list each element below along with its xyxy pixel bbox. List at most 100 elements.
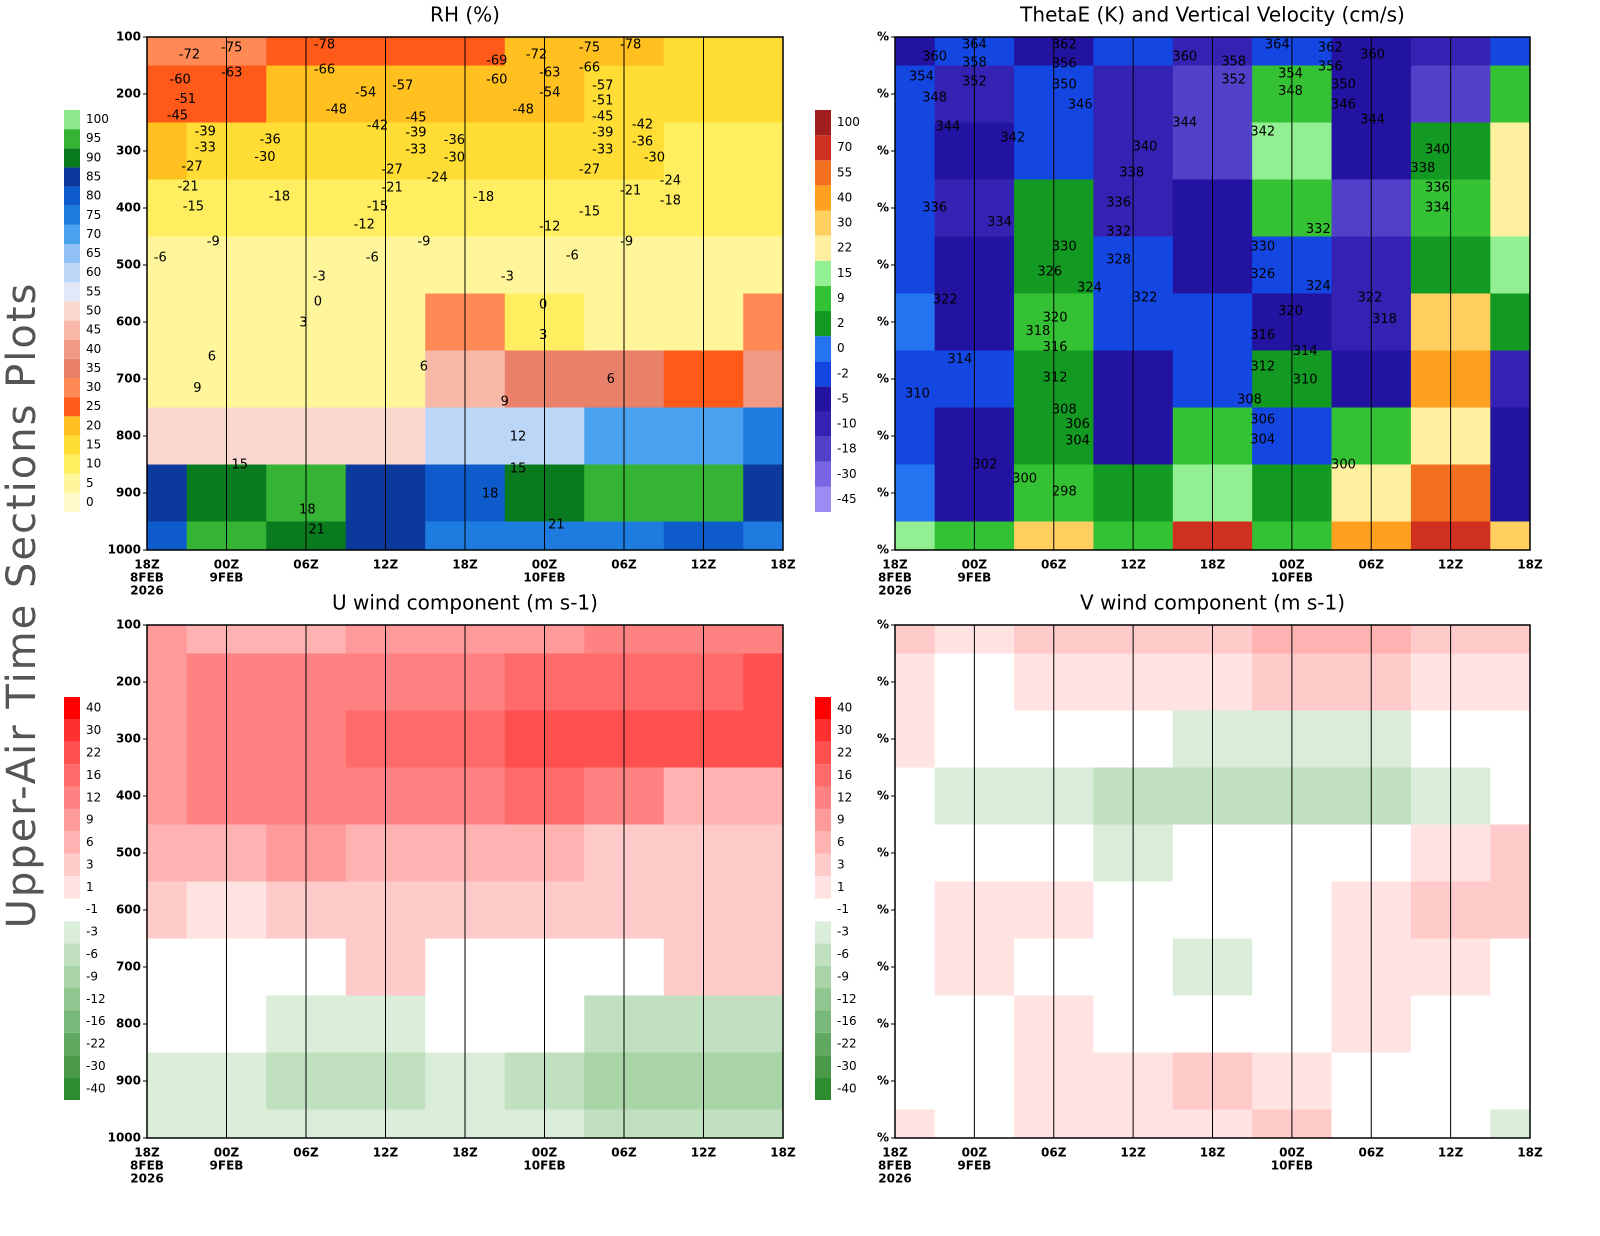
- y-tick-label: %: [877, 30, 889, 44]
- colorbar-label: 55: [86, 284, 101, 298]
- x-date-label: 10FEB: [523, 571, 565, 585]
- field-cell: [147, 350, 188, 408]
- y-tick-label: %: [877, 87, 889, 101]
- colorbar-label: 9: [837, 813, 845, 827]
- x-date-label: 2026: [130, 1172, 163, 1186]
- y-tick-label: %: [877, 144, 889, 158]
- field-cell: [895, 464, 936, 522]
- contour-label: 346: [1331, 97, 1356, 112]
- colorbar-label: 3: [837, 857, 845, 871]
- colorbar-box: [64, 205, 80, 225]
- contour-label: -12: [539, 219, 560, 234]
- y-tick-label: %: [877, 543, 889, 557]
- field-cell: [743, 1109, 784, 1139]
- contour-label: -3: [313, 269, 326, 284]
- colorbar-box: [815, 185, 831, 211]
- colorbar-box: [815, 853, 831, 877]
- y-tick-label: 800: [116, 1017, 141, 1031]
- colorbar-label: -6: [86, 947, 98, 961]
- x-date-label: 10FEB: [523, 1159, 565, 1173]
- x-tick-label: 06Z: [611, 558, 637, 572]
- contour-label: -9: [620, 235, 633, 250]
- y-tick-label: 700: [116, 372, 141, 386]
- field-cell: [743, 521, 784, 551]
- colorbar-label: -6: [837, 947, 849, 961]
- x-date-label: 2026: [878, 584, 911, 598]
- contour-label: 360: [1172, 49, 1197, 64]
- field-cell: [147, 179, 188, 237]
- field-cell: [147, 407, 188, 465]
- contour-label: -48: [326, 102, 347, 117]
- field-cell: [147, 37, 188, 66]
- field-cell: [147, 824, 188, 882]
- colorbar-label: 5: [86, 476, 94, 490]
- colorbar-box: [64, 435, 80, 455]
- contour-label: 342: [1000, 130, 1025, 145]
- contour-label: -33: [195, 141, 216, 156]
- x-tick-label: 06Z: [293, 1146, 319, 1160]
- chart-title: V wind component (m s-1): [1080, 591, 1345, 615]
- contour-label: 344: [1172, 116, 1197, 131]
- field-cell: [895, 881, 936, 939]
- contour-label: 344: [936, 120, 961, 135]
- contour-label: 330: [1250, 239, 1275, 254]
- contour-label: 310: [1293, 373, 1318, 388]
- colorbar-box: [815, 808, 831, 832]
- field-cell: [743, 625, 784, 654]
- contour-label: -63: [539, 65, 560, 80]
- contour-label: -39: [405, 125, 426, 140]
- contour-label: 6: [607, 372, 615, 387]
- y-tick-label: %: [877, 846, 889, 860]
- x-tick-label: 00Z: [214, 1146, 240, 1160]
- contour-label: 326: [1250, 267, 1275, 282]
- contour-label: -27: [382, 162, 403, 177]
- x-tick-label: 18Z: [452, 558, 478, 572]
- contour-label: -24: [427, 170, 448, 185]
- x-tick-label: 00Z: [962, 558, 988, 572]
- contour-label: -9: [207, 235, 220, 250]
- colorbar-box: [64, 129, 80, 149]
- field-cell: [743, 653, 784, 711]
- contour-label: -57: [392, 79, 413, 94]
- contour-label: -69: [486, 53, 507, 68]
- colorbar-box: [64, 339, 80, 359]
- contour-label: -66: [579, 60, 600, 75]
- contour-label: 322: [933, 292, 958, 307]
- colorbar-label: 70: [837, 140, 852, 154]
- x-tick-label: 06Z: [1359, 558, 1385, 572]
- field-cell: [1490, 179, 1531, 237]
- contour-label: 360: [922, 49, 947, 64]
- colorbar-box: [64, 378, 80, 398]
- colorbar-label: 50: [86, 304, 101, 318]
- colorbar-label: 0: [86, 495, 94, 509]
- colorbar-label: 60: [86, 265, 101, 279]
- colorbar-box: [815, 965, 831, 989]
- contour-label: 354: [909, 69, 934, 84]
- contour-label: 316: [1043, 340, 1068, 355]
- contour-label: 318: [1372, 312, 1397, 327]
- colorbar-label: 22: [837, 745, 852, 759]
- colorbar-label: 90: [86, 150, 101, 164]
- field-cell: [1490, 65, 1531, 123]
- colorbar-box: [815, 719, 831, 742]
- x-date-label: 8FEB: [878, 1159, 912, 1173]
- contour-label: -48: [513, 102, 534, 117]
- field-cell: [1490, 938, 1531, 996]
- field-cell: [1490, 995, 1531, 1053]
- colorbar-box: [64, 988, 80, 1011]
- contour-label: -60: [170, 72, 191, 87]
- contour-label: 0: [539, 297, 547, 312]
- colorbar-box: [815, 436, 831, 462]
- contour-label: -45: [405, 110, 426, 125]
- colorbar-label: -3: [86, 925, 98, 939]
- contour-label: 308: [1237, 393, 1262, 408]
- colorbar-box: [64, 167, 80, 187]
- contour-label: 324: [1077, 280, 1102, 295]
- field-cell: [1490, 625, 1531, 654]
- colorbar-label: -40: [86, 1081, 106, 1095]
- colorbar-label: -9: [86, 969, 98, 983]
- contour-label: -42: [367, 118, 388, 133]
- colorbar-label: 45: [86, 323, 101, 337]
- contour-label: -21: [620, 183, 641, 198]
